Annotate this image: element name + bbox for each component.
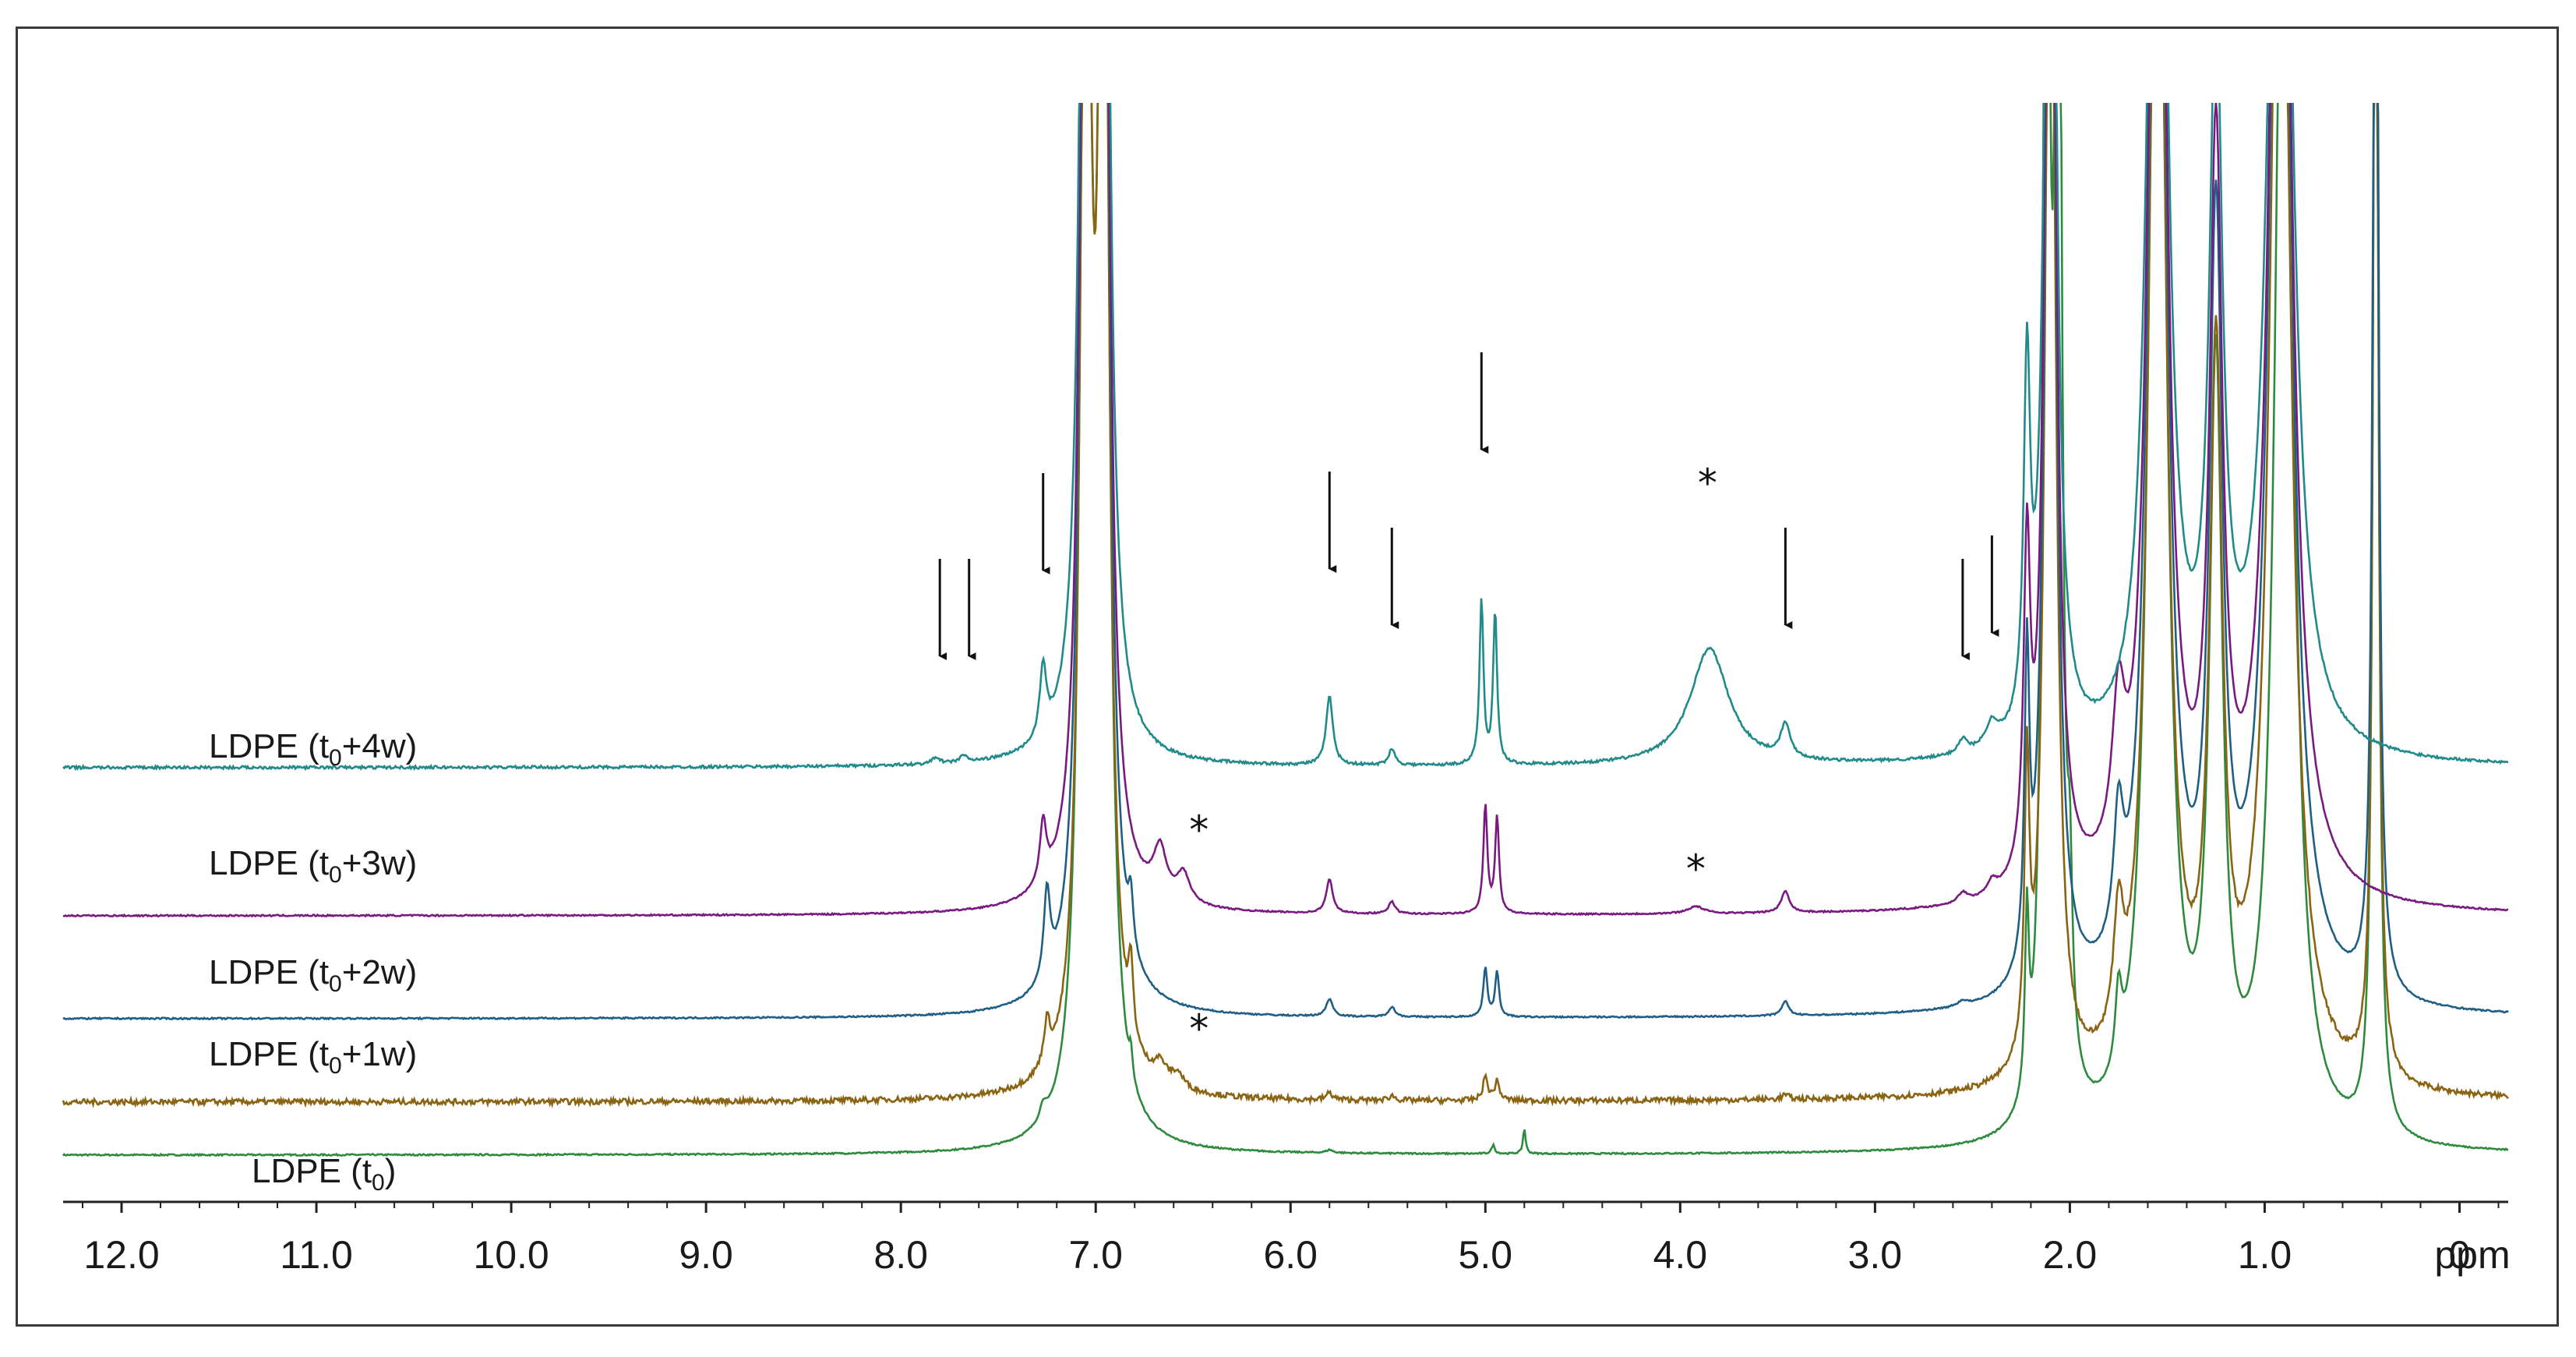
traces-group	[62, 103, 2509, 1157]
asterisk-annotation: *	[1698, 461, 1717, 506]
x-tick-label: 10.0	[473, 1233, 549, 1277]
trace-t0-plus-3w	[62, 103, 2508, 918]
x-tick-label: 7.0	[1068, 1233, 1123, 1277]
trace-label-t0-plus-1w: LDPE (t0+1w)	[209, 1035, 417, 1079]
x-axis-ticks-group: 12.0 11.0 10.0 9.0 8.0 7.0 6.0 5.0 4.0 3.0 2.0 1.0 0	[82, 1202, 2500, 1277]
x-tick-label: 11.0	[280, 1233, 353, 1277]
x-tick-label: 0	[2449, 1233, 2471, 1277]
annotations-group: * * * *	[938, 352, 1999, 1051]
trace-t0-plus-2w	[62, 103, 2509, 1021]
x-tick-label: 12.0	[83, 1233, 159, 1277]
asterisk-annotation: *	[1686, 846, 1706, 892]
asterisk-annotation: *	[1189, 807, 1209, 853]
trace-t0-plus-4w	[62, 103, 2508, 772]
x-tick-label: 8.0	[873, 1233, 928, 1277]
x-tick-label: 6.0	[1263, 1233, 1318, 1277]
x-tick-label: 1.0	[2238, 1233, 2292, 1277]
x-tick-label: 4.0	[1653, 1233, 1708, 1277]
trace-t0	[62, 103, 2509, 1157]
trace-label-t0-plus-4w: LDPE (t0+4w)	[209, 727, 417, 771]
x-axis-unit-label: ppm	[2434, 1233, 2510, 1277]
x-tick-label: 9.0	[679, 1233, 733, 1277]
nmr-spectrum-chart: LDPE (t0) LDPE (t0+1w) LDPE (t0+2w) LDPE (t…	[62, 103, 2511, 1277]
trace-label-t0-plus-2w: LDPE (t0+2w)	[209, 953, 417, 997]
x-tick-label: 5.0	[1459, 1233, 1513, 1277]
x-tick-label: 3.0	[1848, 1233, 1903, 1277]
trace-labels-group: LDPE (t0) LDPE (t0+1w) LDPE (t0+2w) LDPE (t…	[209, 727, 417, 1196]
trace-label-t0: LDPE (t0)	[252, 1152, 396, 1196]
x-tick-label: 2.0	[2043, 1233, 2098, 1277]
asterisk-annotation: *	[1189, 1006, 1209, 1051]
trace-label-t0-plus-3w: LDPE (t0+3w)	[209, 844, 417, 888]
chart-frame: LDPE (t0) LDPE (t0+1w) LDPE (t0+2w) LDPE (t…	[16, 27, 2559, 1327]
trace-t0-plus-1w	[62, 103, 2509, 1109]
